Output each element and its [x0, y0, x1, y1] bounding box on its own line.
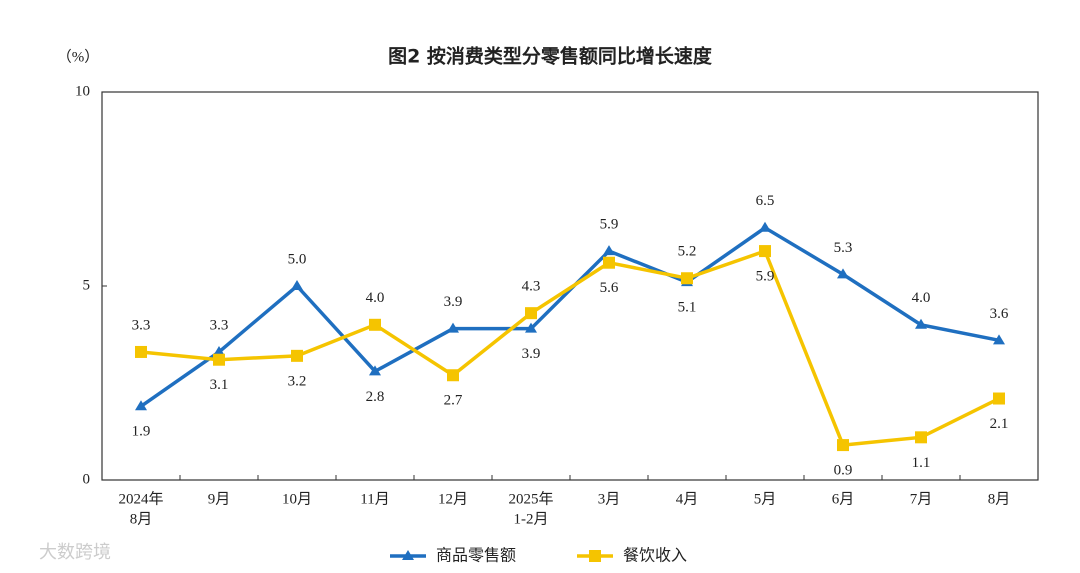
legend: 餐饮收入	[623, 546, 687, 565]
x-tick-label: 1-2月	[514, 511, 549, 527]
x-tick-label: 11月	[360, 491, 389, 507]
marker	[291, 280, 303, 290]
marker	[681, 272, 693, 285]
chart-title: 图2 按消费类型分零售额同比增长速度	[388, 45, 713, 68]
marker	[915, 431, 927, 444]
x-tick-label: 8月	[988, 491, 1011, 507]
value-label: 2.7	[444, 393, 463, 409]
marker	[402, 550, 414, 560]
value-label: 3.1	[210, 377, 229, 393]
value-label: 3.3	[210, 317, 229, 333]
value-label: 3.6	[990, 306, 1009, 322]
value-label: 3.9	[444, 294, 463, 310]
marker	[525, 307, 537, 320]
marker	[759, 245, 771, 258]
marker	[837, 268, 849, 279]
value-label: 5.9	[600, 217, 619, 233]
series-line	[140, 248, 1000, 447]
y-tick-label: 10	[75, 83, 90, 99]
marker	[369, 365, 381, 376]
marker	[993, 392, 1005, 405]
marker	[837, 439, 849, 452]
value-label: 5.3	[834, 240, 853, 256]
marker	[291, 349, 303, 362]
marker	[447, 369, 459, 382]
marker	[369, 318, 381, 331]
value-label: 6.5	[756, 193, 775, 209]
legend: 商品零售额	[436, 546, 516, 565]
marker	[447, 322, 459, 333]
x-tick-label: 12月	[438, 491, 468, 507]
value-label: 3.2	[288, 373, 307, 389]
value-label: 5.0	[288, 251, 307, 267]
x-tick-label: 2025年	[508, 490, 553, 507]
value-label: 5.6	[600, 280, 619, 296]
marker	[603, 245, 615, 256]
x-tick-label: 5月	[754, 491, 777, 507]
marker	[759, 221, 771, 232]
x-tick-label: 10月	[282, 491, 312, 507]
x-tick-label: 2024年	[118, 490, 163, 507]
value-label: 1.1	[912, 455, 931, 471]
value-label: 5.1	[678, 300, 697, 316]
marker	[213, 345, 225, 356]
watermark: 大数跨境	[39, 542, 111, 563]
value-label: 2.1	[990, 416, 1009, 432]
x-tick-label: 6月	[832, 491, 855, 507]
value-label: 0.9	[834, 463, 853, 479]
marker	[993, 334, 1005, 345]
value-label: 3.3	[132, 317, 151, 333]
value-label: 5.9	[756, 269, 775, 285]
marker	[525, 322, 537, 333]
y-tick-label: 5	[83, 277, 91, 293]
value-label: 2.8	[366, 389, 385, 405]
marker	[589, 550, 601, 562]
x-tick-label: 9月	[208, 491, 231, 507]
value-label: 5.2	[678, 244, 697, 260]
marker	[603, 256, 615, 269]
x-tick-label: 3月	[598, 491, 621, 507]
marker	[135, 400, 147, 411]
x-tick-label: 7月	[910, 491, 933, 507]
y-axis-label: （%）	[57, 48, 100, 65]
value-label: 4.0	[912, 290, 931, 306]
x-tick-label: 4月	[676, 491, 699, 507]
value-label: 4.3	[522, 279, 541, 295]
value-label: 1.9	[132, 424, 151, 440]
value-label: 4.0	[366, 290, 385, 306]
series-line	[139, 225, 1000, 408]
marker	[135, 345, 147, 358]
value-label: 3.9	[522, 346, 541, 362]
marker	[915, 318, 927, 329]
marker	[213, 353, 225, 366]
x-tick-label: 8月	[130, 511, 153, 527]
y-tick-label: 0	[83, 471, 91, 487]
